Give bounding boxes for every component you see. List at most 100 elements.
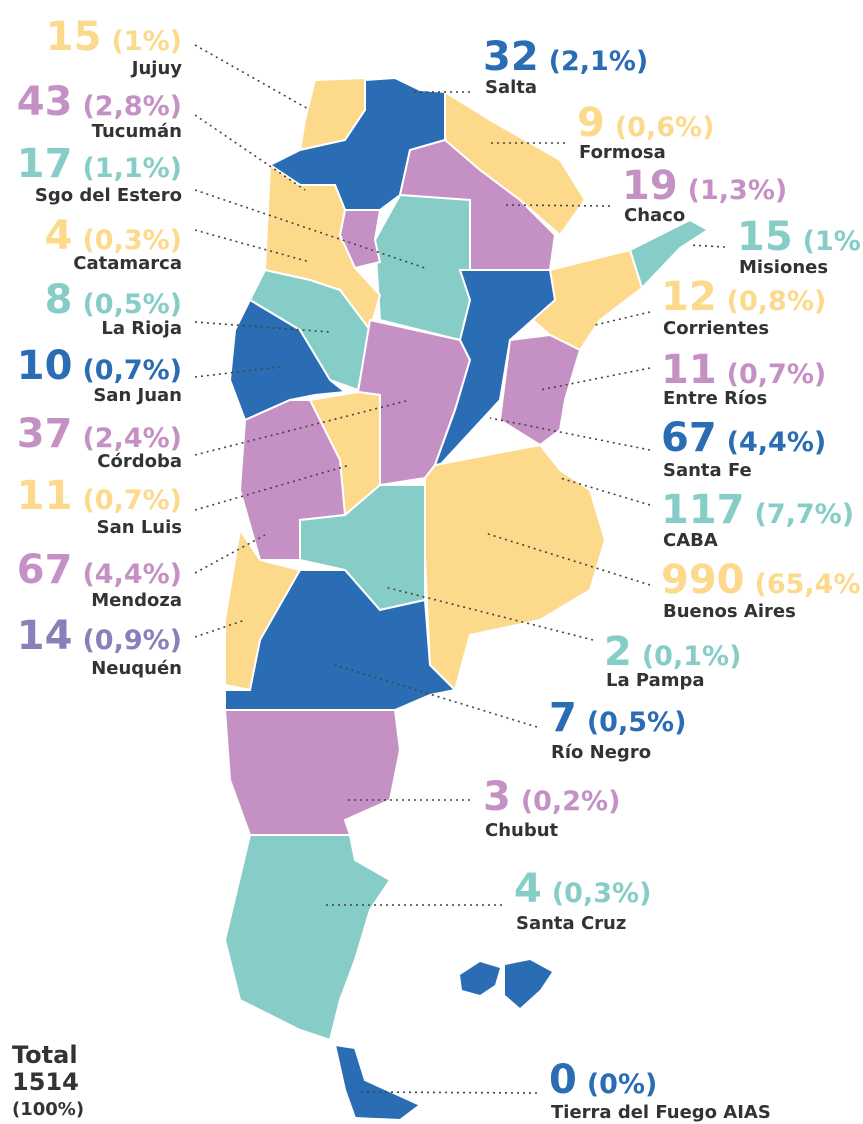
total-label: Total [12,1041,78,1069]
leader-lines [194,44,726,1094]
province-name: Catamarca [73,253,182,274]
province-count: 17 [17,141,73,187]
leader-line [194,189,426,269]
province-figure: 117 (7,7%) [661,487,854,533]
islands [505,960,552,1008]
province-count: 2 [604,629,632,675]
total-share: (100%) [12,1099,84,1120]
province-count: 14 [17,613,73,659]
islands [460,962,500,995]
province-count: 37 [17,411,73,457]
province-figure: 11 (0,7%) [661,347,826,393]
province-figure: 15 (1%) [46,14,182,60]
province-count: 0 [549,1057,577,1103]
province-share: (0,8%) [727,286,827,317]
province-figure: 9 (0,6%) [577,100,714,146]
province-figure: 11 (0,7%) [17,473,182,519]
province-count: 7 [549,695,577,741]
province-figure: 14 (0,9%) [17,613,182,659]
province-share: (0%) [587,1069,658,1100]
province-share: (4,4%) [82,559,182,590]
leader-line [359,1091,538,1094]
province-name: Sgo del Estero [35,185,182,206]
province-share: (2,1%) [549,46,649,77]
province-name: Córdoba [97,451,182,472]
province-name: Chaco [624,205,685,226]
province-shape [228,298,348,422]
province-name: Mendoza [91,590,182,611]
province-count: 990 [661,557,745,603]
province-figure: 67 (4,4%) [17,547,182,593]
province-name: Neuquén [91,658,182,679]
province-count: 19 [622,163,678,209]
leader-line [194,114,306,191]
province-name: Tierra del Fuego AIAS [551,1102,771,1123]
map-shapes [223,76,710,1122]
province-figure: 43 (2,8%) [17,79,182,125]
leader-line [194,366,281,378]
leader-line [194,229,311,263]
province-name: Río Negro [551,742,651,763]
province-figure: 10 (0,7%) [17,343,182,389]
province-name: San Luis [97,517,182,538]
leader-line [194,321,331,333]
province-figure: 3 (0,2%) [483,774,620,820]
province-share: (0,9%) [82,625,182,656]
province-share: (0,6%) [615,112,715,143]
province-share: (1,3%) [688,175,788,206]
province-figure: 990 (65,4%) [661,557,863,603]
province-count: 4 [45,213,73,259]
province-share: (2,8%) [82,91,182,122]
province-count: 9 [577,100,605,146]
province-name: Formosa [579,142,666,163]
province-share: (0,3%) [552,878,652,909]
province-count: 67 [661,415,717,461]
province-count: 67 [17,547,73,593]
province-name: La Rioja [101,318,182,339]
leader-line [194,534,266,574]
province-share: (0,2%) [521,786,621,817]
province-share: (1%) [803,226,863,257]
province-count: 11 [17,473,73,519]
province-figure: 7 (0,5%) [549,695,686,741]
province-share: (0,3%) [82,225,182,256]
leader-line [559,477,651,506]
province-share: (0,7%) [82,485,182,516]
province-count: 3 [483,774,511,820]
province-shape [224,569,458,711]
province-name: Santa Fe [663,460,752,481]
province-name: San Juan [93,385,182,406]
province-share: (65,4%) [755,569,863,600]
leader-line [539,367,651,391]
province-share: (0,7%) [82,355,182,386]
province-figure: 4 (0,3%) [514,866,651,912]
province-share: (1%) [111,26,182,57]
leader-line [484,532,651,586]
province-name: CABA [663,530,718,551]
province-figure: 2 (0,1%) [604,629,741,675]
province-share: (2,4%) [82,423,182,454]
province-name: Corrientes [663,318,769,339]
province-share: (0,1%) [642,641,742,672]
province-count: 43 [17,79,73,125]
province-shape [424,443,607,692]
province-share: (0,5%) [587,707,687,738]
province-shape [498,333,582,447]
province-name: Misiones [739,257,828,278]
province-count: 117 [661,487,745,533]
province-figure: 0 (0%) [549,1057,657,1103]
province-share: (4,4%) [727,427,827,458]
province-count: 32 [483,34,539,80]
total-value: 1514 [12,1068,79,1096]
province-share: (0,5%) [82,289,182,320]
province-shape [333,1043,422,1122]
province-name: Entre Ríos [663,388,767,409]
province-count: 10 [17,343,73,389]
province-name: Tucumán [92,121,182,142]
province-shape [223,709,402,836]
province-share: (0,7%) [727,359,827,390]
province-count: 8 [45,277,73,323]
province-figure: 19 (1,3%) [622,163,787,209]
